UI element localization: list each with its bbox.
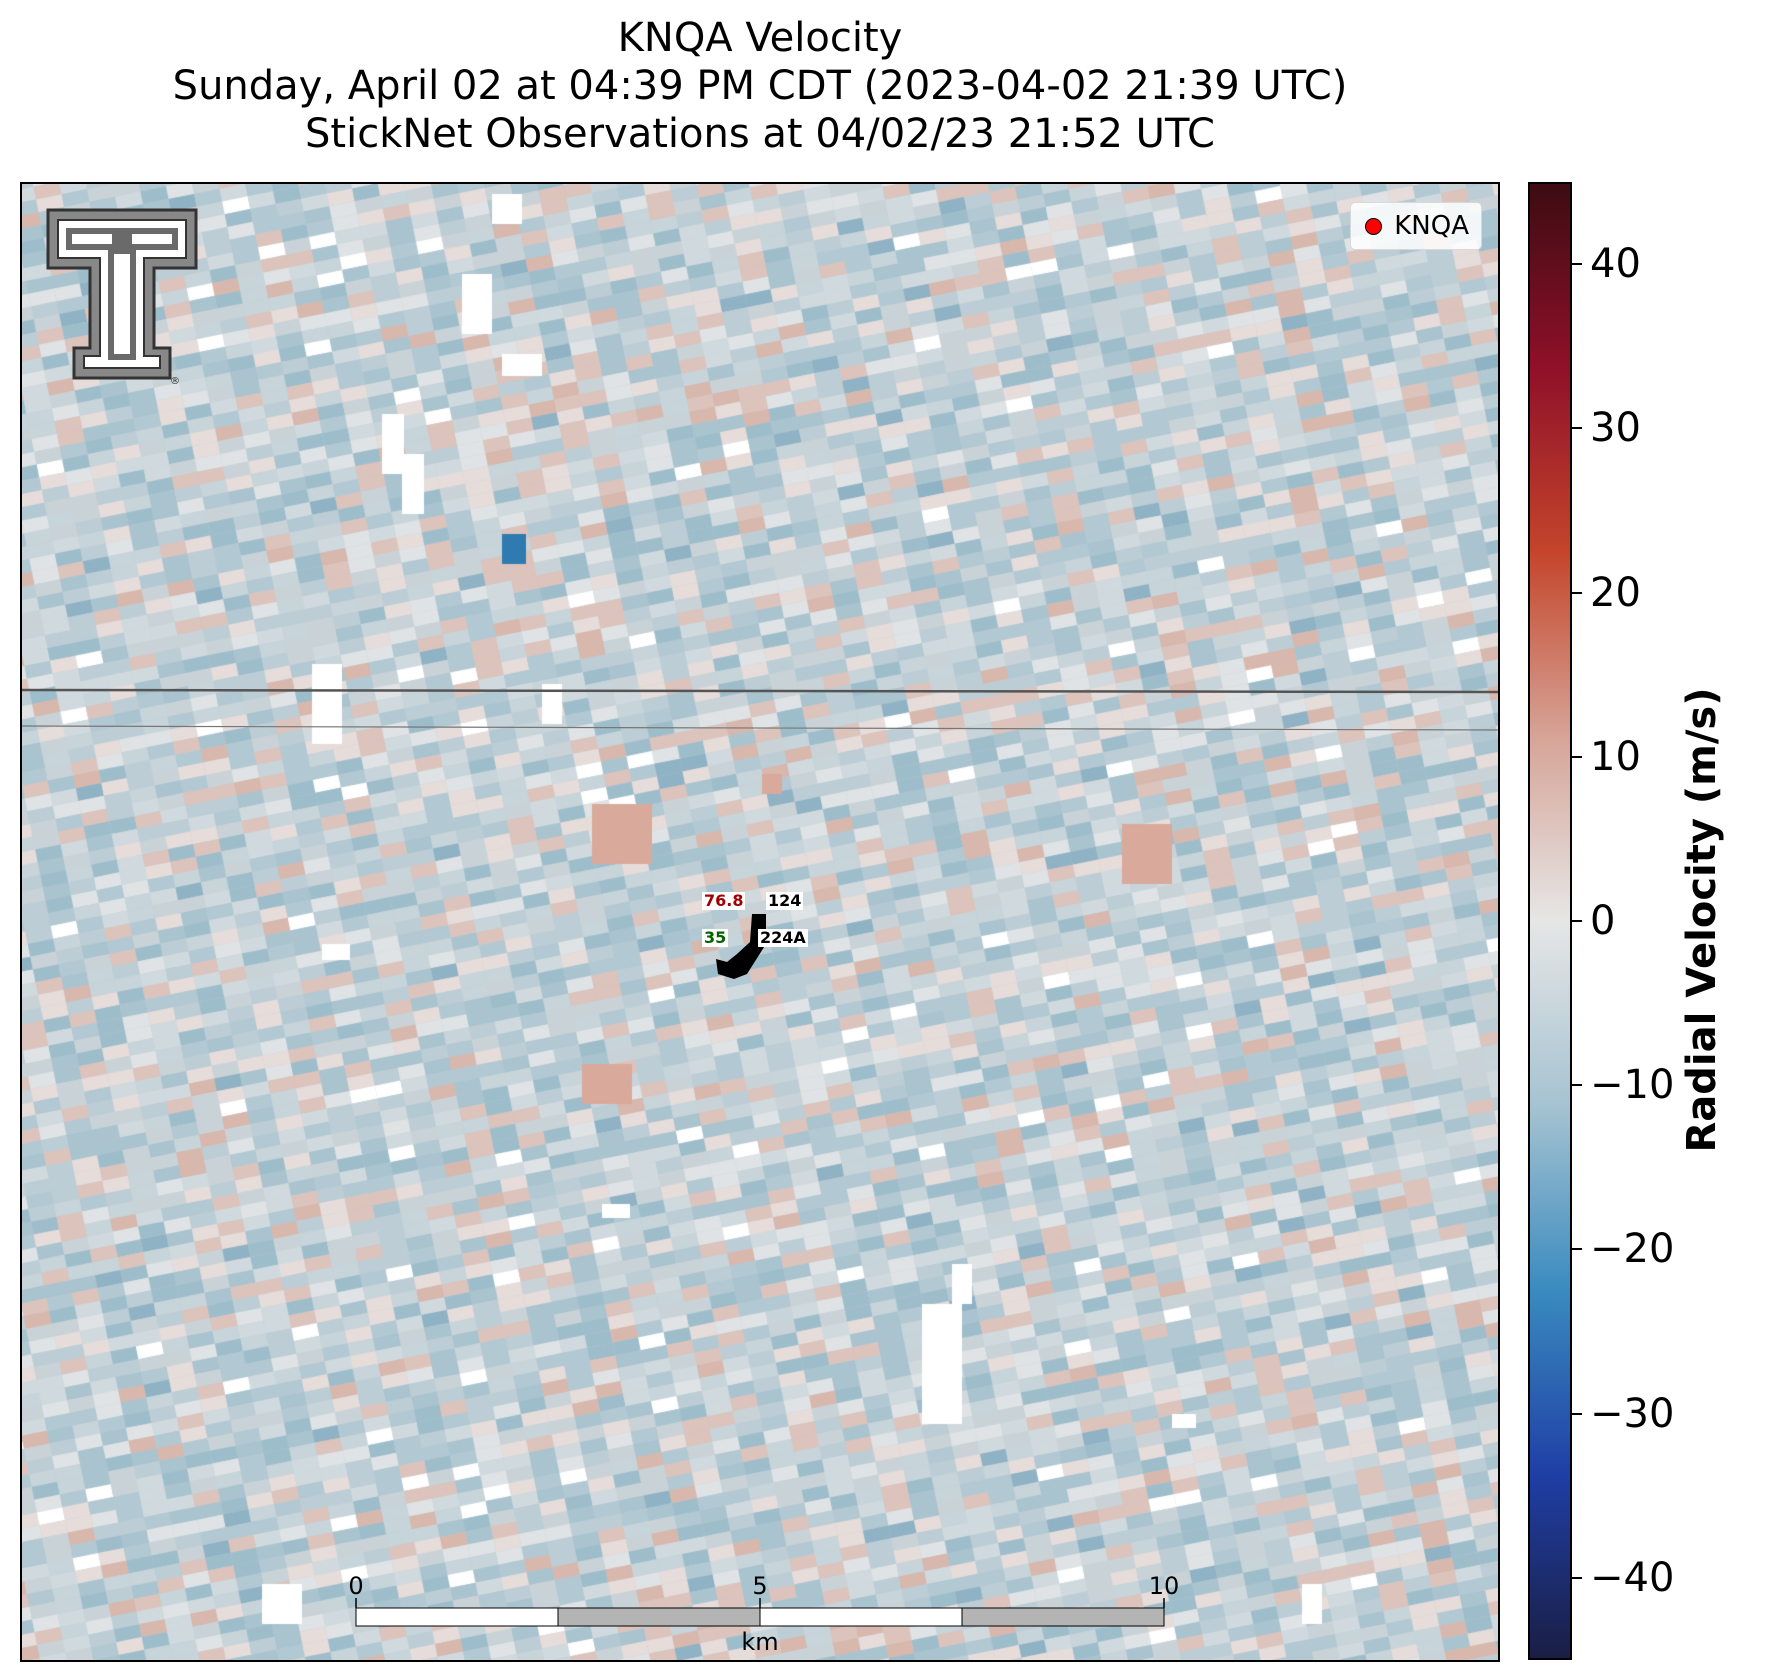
station-224a-value: 35: [702, 929, 728, 947]
map-overlay: [22, 184, 1498, 1660]
velocity-colorbar: [1528, 182, 1572, 1660]
texas-tech-logo: ®: [44, 206, 204, 386]
colorbar-tick: [1572, 756, 1582, 758]
figure-title: KNQA Velocity Sunday, April 02 at 04:39 …: [20, 14, 1500, 158]
colorbar-tick: [1572, 1577, 1582, 1579]
colorbar-tick-label: 0: [1590, 901, 1615, 941]
title-line-3: StickNet Observations at 04/02/23 21:52 …: [20, 110, 1500, 158]
colorbar-tick: [1572, 263, 1582, 265]
title-line-2: Sunday, April 02 at 04:39 PM CDT (2023-0…: [20, 62, 1500, 110]
colorbar-tick-label: −40: [1590, 1558, 1674, 1598]
colorbar-tick-label: −30: [1590, 1394, 1674, 1434]
station-124-value: 76.8: [702, 892, 745, 910]
county-boundary-line-secondary: [22, 726, 1498, 730]
colorbar-tick-label: −20: [1590, 1229, 1674, 1269]
colorbar-tick: [1572, 1084, 1582, 1086]
colorbar-tick: [1572, 592, 1582, 594]
colorbar-tick-label: 20: [1590, 573, 1641, 613]
colorbar-tick: [1572, 1413, 1582, 1415]
radar-site-marker-icon: [1365, 218, 1382, 235]
title-line-1: KNQA Velocity: [20, 14, 1500, 62]
colorbar-tick: [1572, 920, 1582, 922]
colorbar-tick-label: 40: [1590, 244, 1641, 284]
legend-label: KNQA: [1394, 211, 1469, 241]
colorbar-tick: [1572, 1248, 1582, 1250]
svg-text:®: ®: [170, 376, 180, 386]
colorbar-tick: [1572, 427, 1582, 429]
colorbar-tick-label: −10: [1590, 1065, 1674, 1105]
map-legend: KNQA: [1350, 202, 1482, 250]
county-boundary-line: [22, 690, 1498, 692]
station-124-id: 124: [766, 892, 803, 910]
colorbar-tick-label: 30: [1590, 408, 1641, 448]
station-224a-id: 224A: [758, 929, 808, 947]
radar-map[interactable]: ® KNQA 76.8 124 35 224A 0 5 10 km: [20, 182, 1500, 1662]
colorbar-tick-label: 10: [1590, 737, 1641, 777]
colorbar-title: Radial Velocity (m/s): [1679, 687, 1725, 1152]
